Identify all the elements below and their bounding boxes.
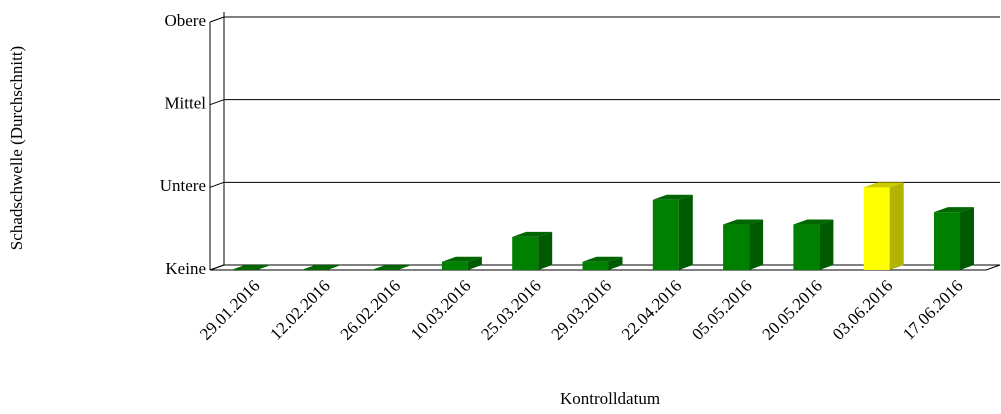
tick-mark xyxy=(209,181,225,188)
bar-side xyxy=(819,219,834,270)
bar-top xyxy=(723,219,764,225)
y-tick-label: Keine xyxy=(165,259,206,278)
x-tick-label: 17.06.2016 xyxy=(899,276,967,344)
bar-side xyxy=(538,231,553,270)
bar xyxy=(512,236,539,270)
bar-top xyxy=(512,231,553,237)
bar-side xyxy=(749,219,764,270)
bar xyxy=(863,187,890,270)
x-tick-label: 29.01.2016 xyxy=(196,276,264,344)
bar-side xyxy=(889,182,904,270)
bar xyxy=(793,224,820,270)
x-tick-label: 25.03.2016 xyxy=(477,276,545,344)
bar-side xyxy=(678,194,693,270)
y-tick-label: Obere xyxy=(164,11,206,30)
x-tick-label: 20.05.2016 xyxy=(758,276,826,344)
y-tick-label: Mittel xyxy=(164,94,206,113)
y-tick-label: Untere xyxy=(160,176,206,195)
tick-mark xyxy=(209,264,225,271)
bar-top xyxy=(934,207,974,213)
tick-mark xyxy=(209,99,225,106)
bar-top xyxy=(863,182,904,188)
y-axis-title: Schadschwelle (Durchschnitt) xyxy=(7,46,26,250)
bar-side xyxy=(608,256,623,270)
tick-mark xyxy=(209,16,225,23)
bar xyxy=(723,224,750,270)
bar-top xyxy=(793,219,834,225)
bar-top xyxy=(371,265,412,270)
bar-side xyxy=(960,207,974,270)
x-axis-title: Kontrolldatum xyxy=(560,389,660,408)
bar xyxy=(934,212,960,270)
bar-top xyxy=(301,265,342,270)
bar xyxy=(652,199,679,270)
bar-top xyxy=(652,194,693,200)
bar xyxy=(582,261,609,270)
x-tick-label: 12.02.2016 xyxy=(266,276,334,344)
x-tick-label: 05.05.2016 xyxy=(688,276,756,344)
x-tick-label: 26.02.2016 xyxy=(337,276,405,344)
x-tick-label: 10.03.2016 xyxy=(407,276,475,344)
bar xyxy=(441,261,468,270)
x-tick-label: 22.04.2016 xyxy=(618,276,686,344)
bar-top xyxy=(231,265,271,270)
x-tick-label: 03.06.2016 xyxy=(829,276,897,344)
bar-side xyxy=(467,256,482,270)
bar-top xyxy=(582,256,623,262)
bar-top xyxy=(441,256,482,262)
x-tick-label: 29.03.2016 xyxy=(548,276,616,344)
